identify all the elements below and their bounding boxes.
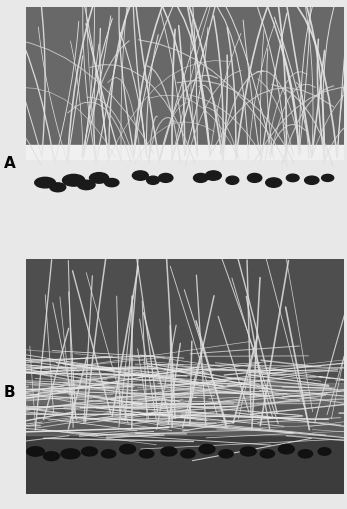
Ellipse shape [82, 447, 98, 456]
Ellipse shape [260, 450, 274, 458]
Ellipse shape [120, 444, 136, 454]
Ellipse shape [240, 447, 256, 456]
Ellipse shape [219, 450, 233, 458]
Ellipse shape [247, 174, 262, 183]
Bar [26, 260, 344, 412]
Ellipse shape [161, 447, 177, 456]
Ellipse shape [205, 172, 221, 181]
Ellipse shape [159, 174, 173, 183]
Ellipse shape [322, 175, 334, 182]
Bar [26, 384, 344, 435]
Ellipse shape [133, 172, 148, 181]
Ellipse shape [35, 178, 56, 188]
Text: A: A [3, 155, 15, 171]
Ellipse shape [298, 450, 313, 458]
Ellipse shape [147, 177, 159, 185]
Bar [26, 153, 344, 242]
Ellipse shape [286, 175, 299, 182]
Ellipse shape [226, 177, 239, 185]
Ellipse shape [104, 179, 119, 187]
Ellipse shape [199, 444, 215, 454]
Ellipse shape [194, 174, 208, 183]
Ellipse shape [139, 450, 154, 458]
Ellipse shape [101, 450, 116, 458]
Ellipse shape [62, 175, 85, 187]
Text: B: B [3, 384, 15, 400]
Bar [26, 8, 344, 148]
Ellipse shape [50, 183, 66, 192]
Ellipse shape [305, 177, 319, 185]
Bar [26, 405, 344, 494]
Ellipse shape [27, 447, 44, 456]
Ellipse shape [181, 450, 195, 458]
Ellipse shape [266, 179, 282, 188]
Ellipse shape [61, 449, 80, 459]
Ellipse shape [318, 448, 331, 456]
Bar [26, 146, 344, 160]
Ellipse shape [278, 444, 294, 454]
Ellipse shape [90, 173, 109, 184]
Ellipse shape [78, 181, 95, 190]
Ellipse shape [43, 452, 59, 461]
